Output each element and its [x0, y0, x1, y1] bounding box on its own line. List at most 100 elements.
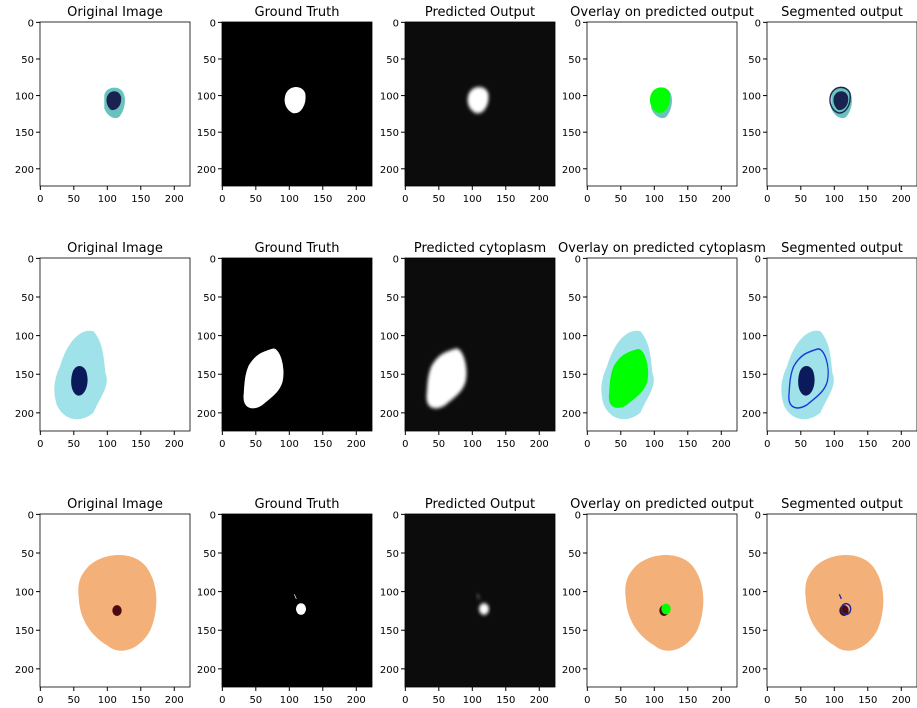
- x-tick-label: 200: [165, 194, 184, 205]
- y-tick-label: 100: [562, 332, 581, 343]
- y-tick-label: 100: [197, 332, 216, 343]
- subplot: Ground Truth 0 50 100 150 200 0 50 100 150 200: [197, 241, 373, 450]
- x-tick-label: 100: [463, 194, 482, 205]
- x-tick-label: 0: [219, 695, 225, 706]
- y-tick-label: 100: [562, 588, 581, 599]
- y-tick-label: 200: [562, 165, 581, 176]
- x-tick-label: 200: [530, 695, 549, 706]
- x-tick-label: 0: [764, 439, 770, 450]
- image: [767, 258, 917, 431]
- image: [222, 514, 372, 687]
- image: [767, 514, 917, 687]
- x-tick-label: 150: [496, 695, 515, 706]
- y-tick-label: 0: [755, 254, 761, 265]
- x-tick-label: 100: [645, 695, 664, 706]
- axes-frame: [766, 257, 917, 432]
- x-tick-label: 150: [131, 194, 150, 205]
- y-tick-label: 200: [380, 409, 399, 420]
- axes-frame: [586, 513, 738, 688]
- y-tick-label: 100: [197, 588, 216, 599]
- subplot-title: Ground Truth: [255, 497, 340, 512]
- x-tick-label: 100: [825, 439, 844, 450]
- x-tick-label: 0: [37, 439, 43, 450]
- x-tick-label: 50: [249, 439, 262, 450]
- x-tick-label: 150: [496, 194, 515, 205]
- y-tick-label: 0: [28, 254, 34, 265]
- axes-frame: [766, 513, 917, 688]
- x-tick-label: 100: [280, 439, 299, 450]
- x-tick-label: 100: [98, 439, 117, 450]
- x-tick-label: 0: [219, 194, 225, 205]
- y-tick-label: 0: [210, 254, 216, 265]
- y-tick-label: 100: [15, 332, 34, 343]
- subplot-title: Original Image: [67, 241, 163, 256]
- y-tick-label: 100: [742, 332, 761, 343]
- y-tick-label: 200: [742, 165, 761, 176]
- x-tick-label: 100: [825, 194, 844, 205]
- subplot-title: Ground Truth: [255, 241, 340, 256]
- x-tick-label: 100: [98, 695, 117, 706]
- y-tick-label: 50: [21, 55, 34, 66]
- axes-frame: [221, 257, 373, 432]
- image: [222, 258, 372, 431]
- x-tick-label: 200: [530, 439, 549, 450]
- x-tick-label: 100: [463, 439, 482, 450]
- x-tick-label: 50: [614, 695, 627, 706]
- x-tick-label: 50: [67, 695, 80, 706]
- image: [587, 22, 737, 186]
- x-tick-label: 150: [858, 194, 877, 205]
- y-tick-label: 100: [562, 92, 581, 103]
- x-tick-label: 200: [712, 194, 731, 205]
- image: [222, 22, 372, 186]
- subplot: Segmented output 0 50 100 150 200 0 50 100 150 200: [742, 497, 917, 706]
- x-tick-label: 0: [764, 194, 770, 205]
- y-tick-label: 200: [380, 165, 399, 176]
- subplot: Predicted cytoplasm 0 50 100 150 200 0 50 100 150…: [380, 241, 556, 450]
- subplot-title: Overlay on predicted cytoplasm: [558, 241, 766, 256]
- x-tick-label: 200: [530, 194, 549, 205]
- y-tick-label: 0: [210, 18, 216, 29]
- subplot-title: Segmented output: [781, 241, 903, 256]
- x-tick-label: 200: [165, 695, 184, 706]
- subplot-title: Predicted Output: [425, 497, 535, 512]
- x-tick-label: 150: [131, 439, 150, 450]
- image: [405, 22, 555, 186]
- axes-frame: [586, 257, 738, 432]
- subplot: Predicted Output 0 50 100 150 200 0 50 100 150 200: [380, 497, 556, 706]
- image: [40, 514, 190, 687]
- y-tick-label: 50: [748, 549, 761, 560]
- y-tick-label: 200: [197, 409, 216, 420]
- x-tick-label: 150: [496, 439, 515, 450]
- image: [767, 22, 917, 186]
- x-tick-label: 0: [37, 695, 43, 706]
- x-tick-label: 150: [858, 695, 877, 706]
- y-tick-label: 100: [742, 92, 761, 103]
- x-tick-label: 150: [131, 695, 150, 706]
- y-tick-label: 50: [568, 55, 581, 66]
- x-tick-label: 150: [313, 194, 332, 205]
- subplot-title: Overlay on predicted output: [570, 5, 754, 20]
- x-tick-label: 100: [280, 695, 299, 706]
- x-tick-label: 50: [249, 695, 262, 706]
- y-tick-label: 200: [15, 165, 34, 176]
- y-tick-label: 150: [380, 626, 399, 637]
- y-tick-label: 0: [575, 18, 581, 29]
- axes-frame: [39, 257, 191, 432]
- y-tick-label: 200: [197, 165, 216, 176]
- x-tick-label: 200: [712, 439, 731, 450]
- y-tick-label: 150: [380, 128, 399, 139]
- y-tick-label: 150: [197, 370, 216, 381]
- axes-frame: [39, 21, 191, 187]
- x-tick-label: 200: [892, 439, 911, 450]
- y-tick-label: 150: [742, 128, 761, 139]
- subplot-title: Original Image: [67, 497, 163, 512]
- axes-frame: [404, 257, 556, 432]
- y-tick-label: 100: [380, 92, 399, 103]
- y-tick-label: 200: [380, 665, 399, 676]
- y-tick-label: 50: [748, 55, 761, 66]
- x-tick-label: 0: [584, 439, 590, 450]
- x-tick-label: 150: [313, 695, 332, 706]
- y-tick-label: 100: [742, 588, 761, 599]
